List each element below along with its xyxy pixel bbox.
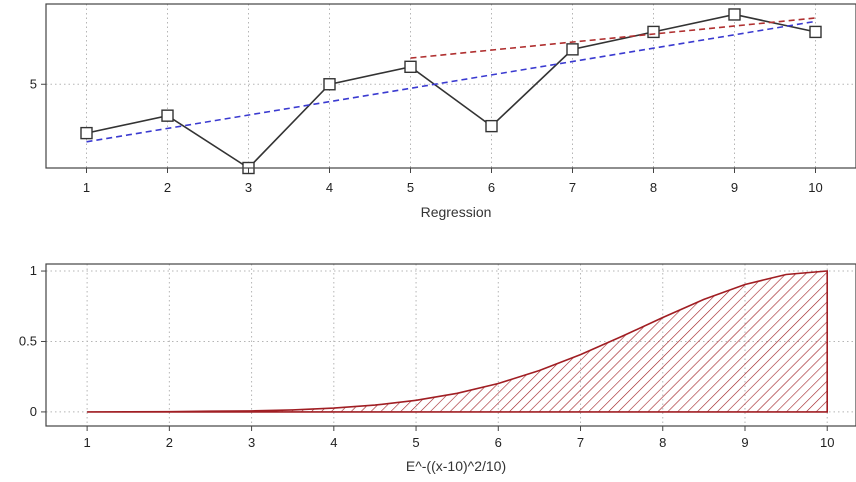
regression-x-tick-label: 7 — [569, 180, 576, 195]
regression-x-tick-label: 6 — [488, 180, 495, 195]
regression-ticks: 1 2 3 4 5 6 7 8 9 10 5 — [30, 76, 823, 195]
regression-x-tick-label: 3 — [245, 180, 252, 195]
regression-x-tick-label: 10 — [808, 180, 822, 195]
regression-chart: 1 2 3 4 5 6 7 8 9 10 5 Regression — [30, 3, 856, 220]
regression-series — [80, 8, 822, 175]
gaussian-x-tick-label: 9 — [741, 435, 748, 450]
square-marker — [323, 78, 336, 91]
regression-x-tick-label: 9 — [731, 180, 738, 195]
gaussian-plot-frame — [45, 263, 856, 427]
square-marker — [728, 8, 741, 21]
gaussian-x-tick-label: 6 — [495, 435, 502, 450]
gaussian-x-tick-label: 1 — [83, 435, 90, 450]
gaussian-x-tick-label: 5 — [412, 435, 419, 450]
square-marker — [566, 43, 579, 56]
regression-x-tick-label: 4 — [326, 180, 333, 195]
gaussian-ticks: 1 2 3 4 5 6 7 8 9 10 0 0.5 1 — [19, 263, 835, 450]
square-marker — [485, 119, 498, 133]
gaussian-x-tick-label: 2 — [166, 435, 173, 450]
square-marker — [809, 25, 822, 39]
red-regression-line — [410, 17, 816, 59]
square-marker — [80, 126, 93, 140]
regression-x-tick-label: 8 — [650, 180, 657, 195]
regression-x-axis-label: Regression — [421, 204, 492, 220]
regression-x-tick-label: 5 — [407, 180, 414, 195]
data-series-line — [86, 13, 816, 170]
gaussian-x-tick-label: 8 — [659, 435, 666, 450]
blue-regression-line — [86, 20, 816, 143]
gaussian-x-tick-label: 4 — [330, 435, 337, 450]
gaussian-y-tick-label: 0.5 — [19, 333, 37, 348]
gaussian-x-tick-label: 3 — [248, 435, 255, 450]
square-marker — [647, 25, 660, 39]
regression-x-tick-label: 1 — [83, 180, 90, 195]
gaussian-series — [87, 270, 828, 413]
regression-y-tick-label: 5 — [30, 76, 37, 91]
regression-x-tick-label: 2 — [164, 180, 171, 195]
regression-plot-frame — [45, 3, 856, 169]
gaussian-y-tick-label: 1 — [30, 263, 37, 278]
gaussian-x-axis-label: E^-((x-10)^2/10) — [406, 458, 506, 474]
square-marker — [404, 60, 417, 74]
hatched-area — [87, 270, 828, 413]
regression-grid — [46, 4, 856, 168]
gaussian-x-tick-label: 10 — [820, 435, 834, 450]
gaussian-y-tick-label: 0 — [30, 404, 37, 419]
square-marker — [161, 109, 174, 122]
gaussian-x-tick-label: 7 — [577, 435, 584, 450]
gaussian-area-chart: 1 2 3 4 5 6 7 8 9 10 0 0.5 1 E^-((x-10)^2/10) — [19, 263, 856, 474]
